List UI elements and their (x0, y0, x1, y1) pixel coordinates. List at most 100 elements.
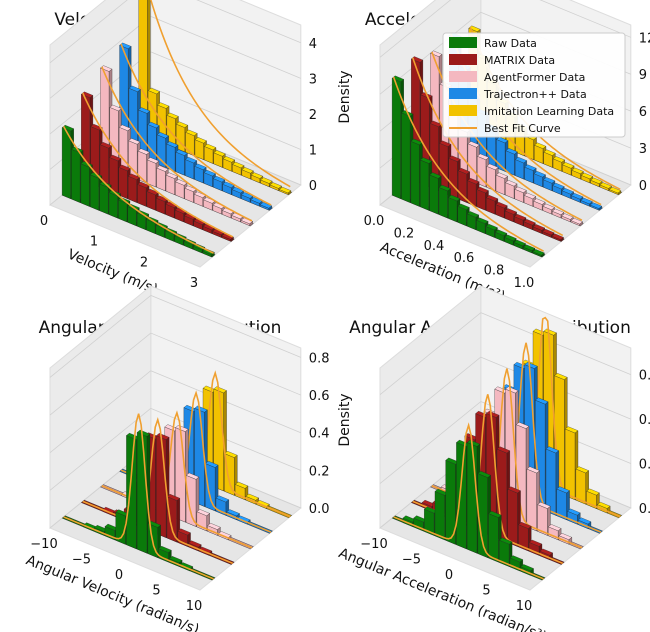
x-tick-label: −5 (402, 553, 421, 568)
bar (204, 146, 214, 164)
bar (146, 191, 156, 211)
x-tick-label: −5 (72, 553, 91, 568)
bar (203, 172, 213, 188)
legend-entry: Raw Data (484, 37, 537, 50)
grid-line (539, 0, 631, 38)
x-tick-label: 0.2 (394, 226, 415, 241)
legend-swatch (449, 37, 477, 48)
bar (532, 251, 542, 258)
bar (476, 219, 486, 234)
bar (515, 159, 524, 180)
bar (193, 245, 203, 254)
bar (488, 513, 499, 563)
bar (147, 159, 157, 188)
grid-line (150, 51, 301, 115)
bar (513, 242, 523, 250)
bar (504, 237, 514, 246)
series-0 (391, 75, 546, 258)
grid-line (49, 0, 128, 64)
z-tick-label: 0.0 (639, 502, 650, 517)
grid-line (49, 408, 152, 491)
bar (241, 194, 251, 203)
grid-line (379, 401, 482, 484)
legend: Raw Data MATRIX Data AgentFormer Data Traje… (442, 32, 626, 138)
bar (476, 189, 486, 211)
best-fit-curve (392, 76, 544, 252)
bar (575, 468, 586, 505)
legend-swatch (449, 71, 477, 82)
bar (279, 189, 289, 195)
bar (599, 184, 609, 191)
bar (61, 127, 71, 199)
x-tick-label: 0.0 (364, 214, 385, 229)
bar (523, 246, 533, 254)
legend-swatch (449, 105, 477, 116)
bar (552, 158, 562, 172)
best-fit-curve (82, 417, 234, 565)
bar (524, 195, 533, 207)
bar (185, 159, 194, 180)
bar (562, 164, 572, 176)
bar (99, 183, 109, 215)
bar (495, 174, 505, 195)
x-tick-label: 5 (482, 584, 490, 599)
z-tick-label: 3 (639, 142, 647, 157)
bar (457, 170, 467, 203)
best-fit-curve (82, 92, 234, 238)
bar (165, 203, 175, 219)
bar (499, 539, 510, 567)
x-tick-label: −10 (360, 537, 387, 552)
bar (564, 428, 576, 500)
z-tick-label: 0.0 (309, 502, 330, 517)
bar (477, 156, 487, 188)
bar (537, 504, 548, 536)
bar (543, 179, 553, 191)
best-fit-curve (101, 66, 253, 222)
bar (156, 197, 166, 215)
bar (212, 231, 222, 238)
bar (424, 508, 435, 536)
bar (466, 213, 476, 230)
bar (561, 190, 571, 199)
bar (222, 184, 232, 195)
z-axis-label: Density (337, 393, 353, 446)
z-tick-label: 0.3 (639, 369, 650, 384)
z-tick-label: 0.6 (309, 389, 330, 404)
bar (234, 484, 246, 500)
bar (571, 195, 581, 203)
bar (71, 149, 81, 203)
bar (534, 144, 544, 164)
bar (391, 78, 401, 199)
bar (523, 221, 533, 230)
z-tick-label: 1 (309, 143, 317, 158)
bar (222, 158, 232, 172)
bar (136, 432, 148, 554)
bar (202, 250, 212, 258)
bar (518, 524, 529, 552)
bar (457, 206, 467, 227)
bar (175, 151, 185, 176)
bar (556, 488, 567, 521)
grid-line (379, 0, 452, 58)
bar (240, 220, 250, 226)
bar (185, 475, 197, 527)
bar (203, 199, 213, 211)
bar (410, 141, 420, 207)
bar (165, 230, 174, 242)
x-tick-label: 3 (190, 276, 198, 291)
best-fit-curve (120, 43, 272, 206)
bar (543, 151, 553, 168)
bar (222, 210, 232, 219)
best-fit-curve (150, 0, 291, 188)
bar (175, 181, 185, 199)
bar (445, 460, 456, 545)
bar (434, 491, 445, 541)
grid-line (49, 295, 152, 378)
bar (545, 448, 556, 516)
z-tick-label: 3 (309, 72, 317, 87)
bar (90, 174, 99, 211)
z-tick-label: 0.4 (309, 427, 330, 442)
bar (241, 169, 251, 180)
bar (251, 174, 260, 184)
bar (466, 442, 478, 554)
